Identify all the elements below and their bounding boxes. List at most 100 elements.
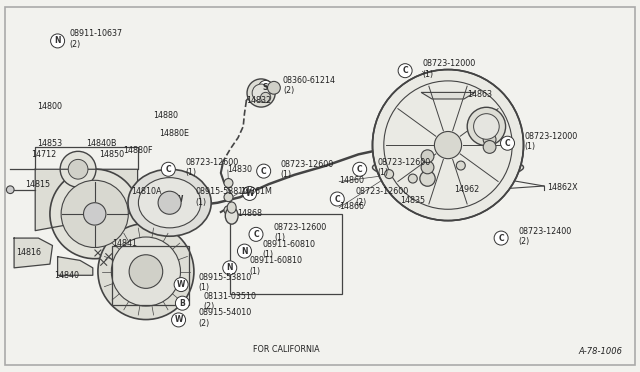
Circle shape (51, 34, 65, 48)
Circle shape (68, 160, 88, 179)
Text: C: C (403, 66, 408, 75)
Text: 08911-60810
(1): 08911-60810 (1) (262, 240, 316, 259)
Circle shape (353, 162, 367, 176)
Text: 14853: 14853 (37, 139, 62, 148)
Text: 14861M: 14861M (240, 187, 272, 196)
Text: 08723-12600
(2): 08723-12600 (2) (355, 187, 408, 207)
Ellipse shape (138, 178, 201, 228)
Circle shape (129, 255, 163, 288)
Text: 08915-54010
(2): 08915-54010 (2) (198, 308, 252, 328)
Circle shape (174, 278, 188, 292)
Circle shape (224, 179, 233, 187)
Circle shape (243, 186, 257, 201)
Text: 08360-61214
(2): 08360-61214 (2) (283, 76, 336, 95)
Text: 14835: 14835 (400, 196, 425, 205)
Ellipse shape (372, 155, 524, 179)
Circle shape (249, 227, 263, 241)
Text: 08723-12600
(1): 08723-12600 (1) (378, 158, 431, 177)
Polygon shape (421, 92, 475, 99)
Circle shape (6, 186, 14, 193)
Text: 14880E: 14880E (159, 129, 189, 138)
Text: 14866: 14866 (339, 202, 364, 211)
Polygon shape (14, 238, 52, 268)
Circle shape (483, 133, 496, 146)
Text: 14860: 14860 (339, 176, 364, 185)
Text: 14840B: 14840B (86, 139, 117, 148)
Bar (112, 246, 189, 305)
Circle shape (259, 80, 273, 94)
Circle shape (474, 114, 499, 139)
Text: 08723-12600
(1): 08723-12600 (1) (186, 158, 239, 177)
Circle shape (500, 136, 515, 150)
Circle shape (224, 206, 233, 215)
Circle shape (494, 231, 508, 245)
Text: 14863: 14863 (467, 90, 492, 99)
Text: 14962: 14962 (454, 185, 479, 194)
Text: 14816: 14816 (16, 248, 41, 257)
Circle shape (420, 171, 435, 186)
Polygon shape (35, 169, 138, 231)
Text: N: N (227, 263, 233, 272)
Circle shape (172, 192, 186, 206)
Circle shape (224, 193, 233, 202)
Circle shape (161, 162, 175, 176)
Text: 08723-12400
(2): 08723-12400 (2) (518, 227, 572, 246)
Ellipse shape (225, 208, 238, 224)
Text: FOR CALIFORNIA: FOR CALIFORNIA (253, 345, 320, 354)
Circle shape (257, 164, 271, 178)
Circle shape (237, 244, 252, 258)
Circle shape (385, 170, 394, 179)
Text: W: W (245, 189, 254, 198)
Text: 08723-12600
(1): 08723-12600 (1) (274, 223, 327, 242)
Circle shape (60, 151, 96, 187)
Text: C: C (261, 167, 266, 176)
Circle shape (372, 70, 524, 221)
Circle shape (61, 180, 128, 247)
Text: S: S (263, 83, 268, 92)
Circle shape (98, 224, 194, 320)
Circle shape (111, 237, 180, 306)
Text: 08723-12600
(1): 08723-12600 (1) (280, 160, 333, 179)
Bar (230, 214, 342, 294)
Circle shape (398, 64, 412, 78)
Text: 14862X: 14862X (547, 183, 578, 192)
Circle shape (223, 261, 237, 275)
Circle shape (50, 169, 140, 259)
Circle shape (175, 296, 189, 310)
Circle shape (268, 81, 280, 94)
Circle shape (467, 107, 506, 146)
Ellipse shape (227, 202, 236, 213)
Circle shape (330, 192, 344, 206)
Text: 14880: 14880 (154, 111, 179, 120)
Text: 08915-53810
(1): 08915-53810 (1) (198, 273, 252, 292)
Circle shape (421, 161, 434, 174)
Circle shape (158, 191, 181, 214)
Text: 14800: 14800 (37, 102, 62, 110)
Text: 08131-03510
(2): 08131-03510 (2) (204, 292, 257, 311)
Ellipse shape (128, 169, 211, 236)
Text: 08723-12000
(1): 08723-12000 (1) (525, 132, 578, 151)
Text: C: C (253, 230, 259, 239)
Text: 14840: 14840 (54, 271, 79, 280)
Circle shape (421, 150, 434, 163)
Text: 08915-53810
(1): 08915-53810 (1) (195, 187, 248, 207)
Circle shape (483, 141, 496, 153)
Text: W: W (177, 280, 186, 289)
Circle shape (252, 84, 270, 102)
Text: C: C (505, 139, 510, 148)
Polygon shape (58, 257, 93, 275)
Text: 14815: 14815 (26, 180, 51, 189)
Circle shape (435, 131, 461, 159)
Text: 14832: 14832 (246, 96, 271, 105)
Text: C: C (499, 234, 504, 243)
Text: B: B (180, 299, 185, 308)
Circle shape (408, 174, 417, 183)
Text: W: W (174, 315, 183, 324)
Text: C: C (357, 165, 362, 174)
Text: 14841: 14841 (112, 239, 137, 248)
Text: 14810A: 14810A (131, 187, 162, 196)
Text: 14880F: 14880F (123, 146, 152, 155)
Circle shape (172, 313, 186, 327)
Text: N: N (54, 36, 61, 45)
Text: 14830: 14830 (227, 165, 252, 174)
